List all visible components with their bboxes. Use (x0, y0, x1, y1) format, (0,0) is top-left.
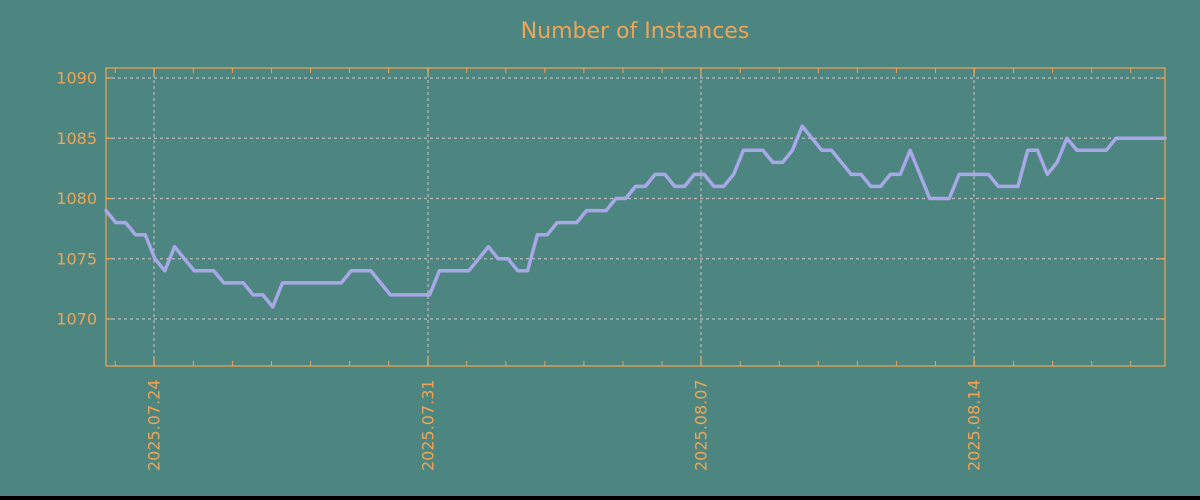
tick-layer (106, 68, 1165, 366)
plot-area (105, 67, 1166, 367)
y-tick-label: 1085 (56, 129, 97, 148)
x-tick-label: 2025.07.31 (419, 379, 438, 471)
footer-bar (0, 496, 1200, 500)
y-tick-label: 1090 (56, 69, 97, 88)
x-tick-label: 2025.08.07 (692, 379, 711, 471)
y-tick-label: 1070 (56, 310, 97, 329)
y-tick-label: 1080 (56, 189, 97, 208)
x-tick-label-group: 2025.07.31 (419, 379, 438, 471)
grid-layer (106, 68, 1165, 366)
x-tick-label-group: 2025.08.07 (692, 379, 711, 471)
label-layer: 1090 1085 1080 1075 1070 2025.07.24 2025.07.31… (56, 69, 983, 472)
y-tick-label: 1075 (56, 249, 97, 268)
series-layer (104, 124, 1167, 309)
x-tick-label: 2025.07.24 (145, 379, 164, 471)
chart-title: Number of Instances (521, 19, 750, 44)
x-tick-label-group: 2025.07.24 (145, 379, 164, 471)
series-line (104, 124, 1167, 309)
x-tick-label: 2025.08.14 (965, 379, 984, 471)
x-tick-label-group: 2025.08.14 (965, 379, 984, 471)
